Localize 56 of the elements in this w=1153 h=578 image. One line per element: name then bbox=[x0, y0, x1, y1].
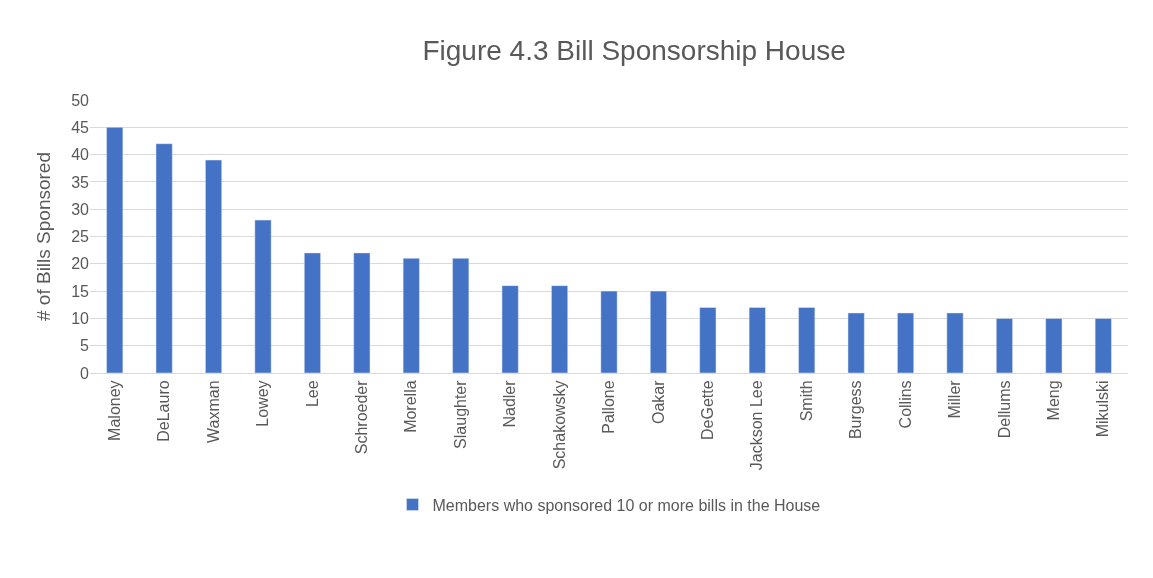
bar bbox=[650, 290, 667, 373]
bar bbox=[551, 285, 568, 373]
y-tick-label: 30 bbox=[71, 200, 90, 218]
bar bbox=[946, 312, 964, 373]
x-tick-label: Meng bbox=[1045, 380, 1063, 421]
bar bbox=[996, 318, 1013, 373]
x-tick-label: Collins bbox=[896, 380, 914, 429]
bar bbox=[205, 159, 222, 373]
x-tick-label: Nadler bbox=[501, 379, 519, 428]
x-tick-label: Maloney bbox=[105, 380, 123, 441]
y-axis-title: # of Bills Sponsored bbox=[33, 152, 55, 321]
legend-label: Members who sponsored 10 or more bills in the House bbox=[432, 496, 821, 514]
x-tick-label: Dellums bbox=[995, 380, 1013, 439]
bar bbox=[699, 307, 717, 373]
x-tick-label: Slaughter bbox=[451, 379, 469, 449]
y-tick-label: 50 bbox=[71, 91, 90, 109]
x-tick-label: DeLauro bbox=[155, 380, 173, 442]
y-tick-label: 20 bbox=[71, 255, 90, 273]
bar bbox=[155, 143, 173, 373]
y-tick-label: 0 bbox=[80, 364, 90, 382]
y-tick-label: 15 bbox=[71, 282, 90, 300]
bar bbox=[402, 258, 420, 373]
bar bbox=[254, 219, 272, 373]
bar bbox=[748, 307, 766, 373]
x-tick-label: Lee bbox=[303, 380, 321, 408]
x-tick-label: Jackson Lee bbox=[748, 380, 766, 471]
y-tick-label: 35 bbox=[71, 173, 90, 191]
bar bbox=[1094, 318, 1112, 373]
y-tick-label: 45 bbox=[71, 118, 90, 136]
x-tick-label: Smith bbox=[797, 380, 815, 422]
bar bbox=[353, 252, 371, 373]
x-tick-label: Burgess bbox=[847, 380, 865, 440]
x-tick-label: Schakowsky bbox=[550, 380, 568, 470]
y-tick-label: 10 bbox=[71, 310, 90, 327]
x-tick-label: Lowey bbox=[254, 380, 272, 427]
y-tick-label: 25 bbox=[71, 228, 90, 246]
y-tick-label: 40 bbox=[71, 146, 90, 164]
bar bbox=[501, 285, 519, 373]
x-tick-label: Miller bbox=[946, 379, 964, 419]
x-tick-label: Morella bbox=[402, 380, 420, 433]
y-tick-label: 5 bbox=[80, 337, 90, 355]
chart-title: Figure 4.3 Bill Sponsorship House bbox=[422, 35, 846, 67]
bar bbox=[600, 290, 618, 373]
bar bbox=[897, 312, 914, 373]
x-tick-label: Oakar bbox=[649, 379, 667, 424]
bar bbox=[1045, 318, 1063, 373]
bar bbox=[304, 252, 321, 373]
bar bbox=[106, 127, 124, 373]
bar bbox=[798, 307, 816, 373]
x-tick-label: DeGette bbox=[699, 380, 717, 440]
bar bbox=[847, 312, 865, 373]
bar bbox=[452, 258, 470, 373]
x-tick-label: Pallone bbox=[600, 380, 618, 434]
x-tick-label: Schroeder bbox=[353, 379, 371, 455]
x-tick-label: Mikulski bbox=[1094, 380, 1112, 438]
x-tick-label: Waxman bbox=[204, 380, 222, 443]
